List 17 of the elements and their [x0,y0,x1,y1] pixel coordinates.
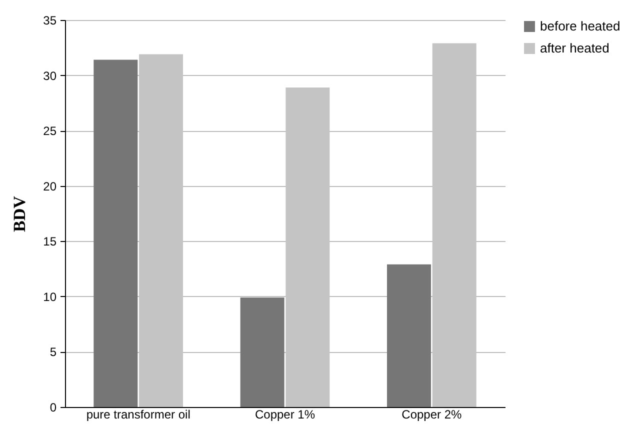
y-tick-label: 35 [43,14,57,28]
x-tick-label: Copper 2% [402,408,462,422]
y-tick-label: 15 [43,234,57,249]
x-tick-label: pure transformer oil [86,408,190,422]
legend-label: before heated [540,18,620,34]
y-tick-label: 25 [43,124,57,138]
y-tick-label: 10 [43,290,57,304]
bar [94,60,138,407]
x-tick-label: Copper 1% [254,408,316,422]
y-axis-title: BDV [10,195,30,232]
y-tick-label: 0 [50,400,57,414]
legend-label: after heated [540,40,610,56]
y-tick-label: 30 [43,68,57,83]
y-tick-label: 5 [50,345,57,360]
bar [386,264,431,407]
bar [240,298,284,407]
y-tick-label: 20 [43,179,57,194]
